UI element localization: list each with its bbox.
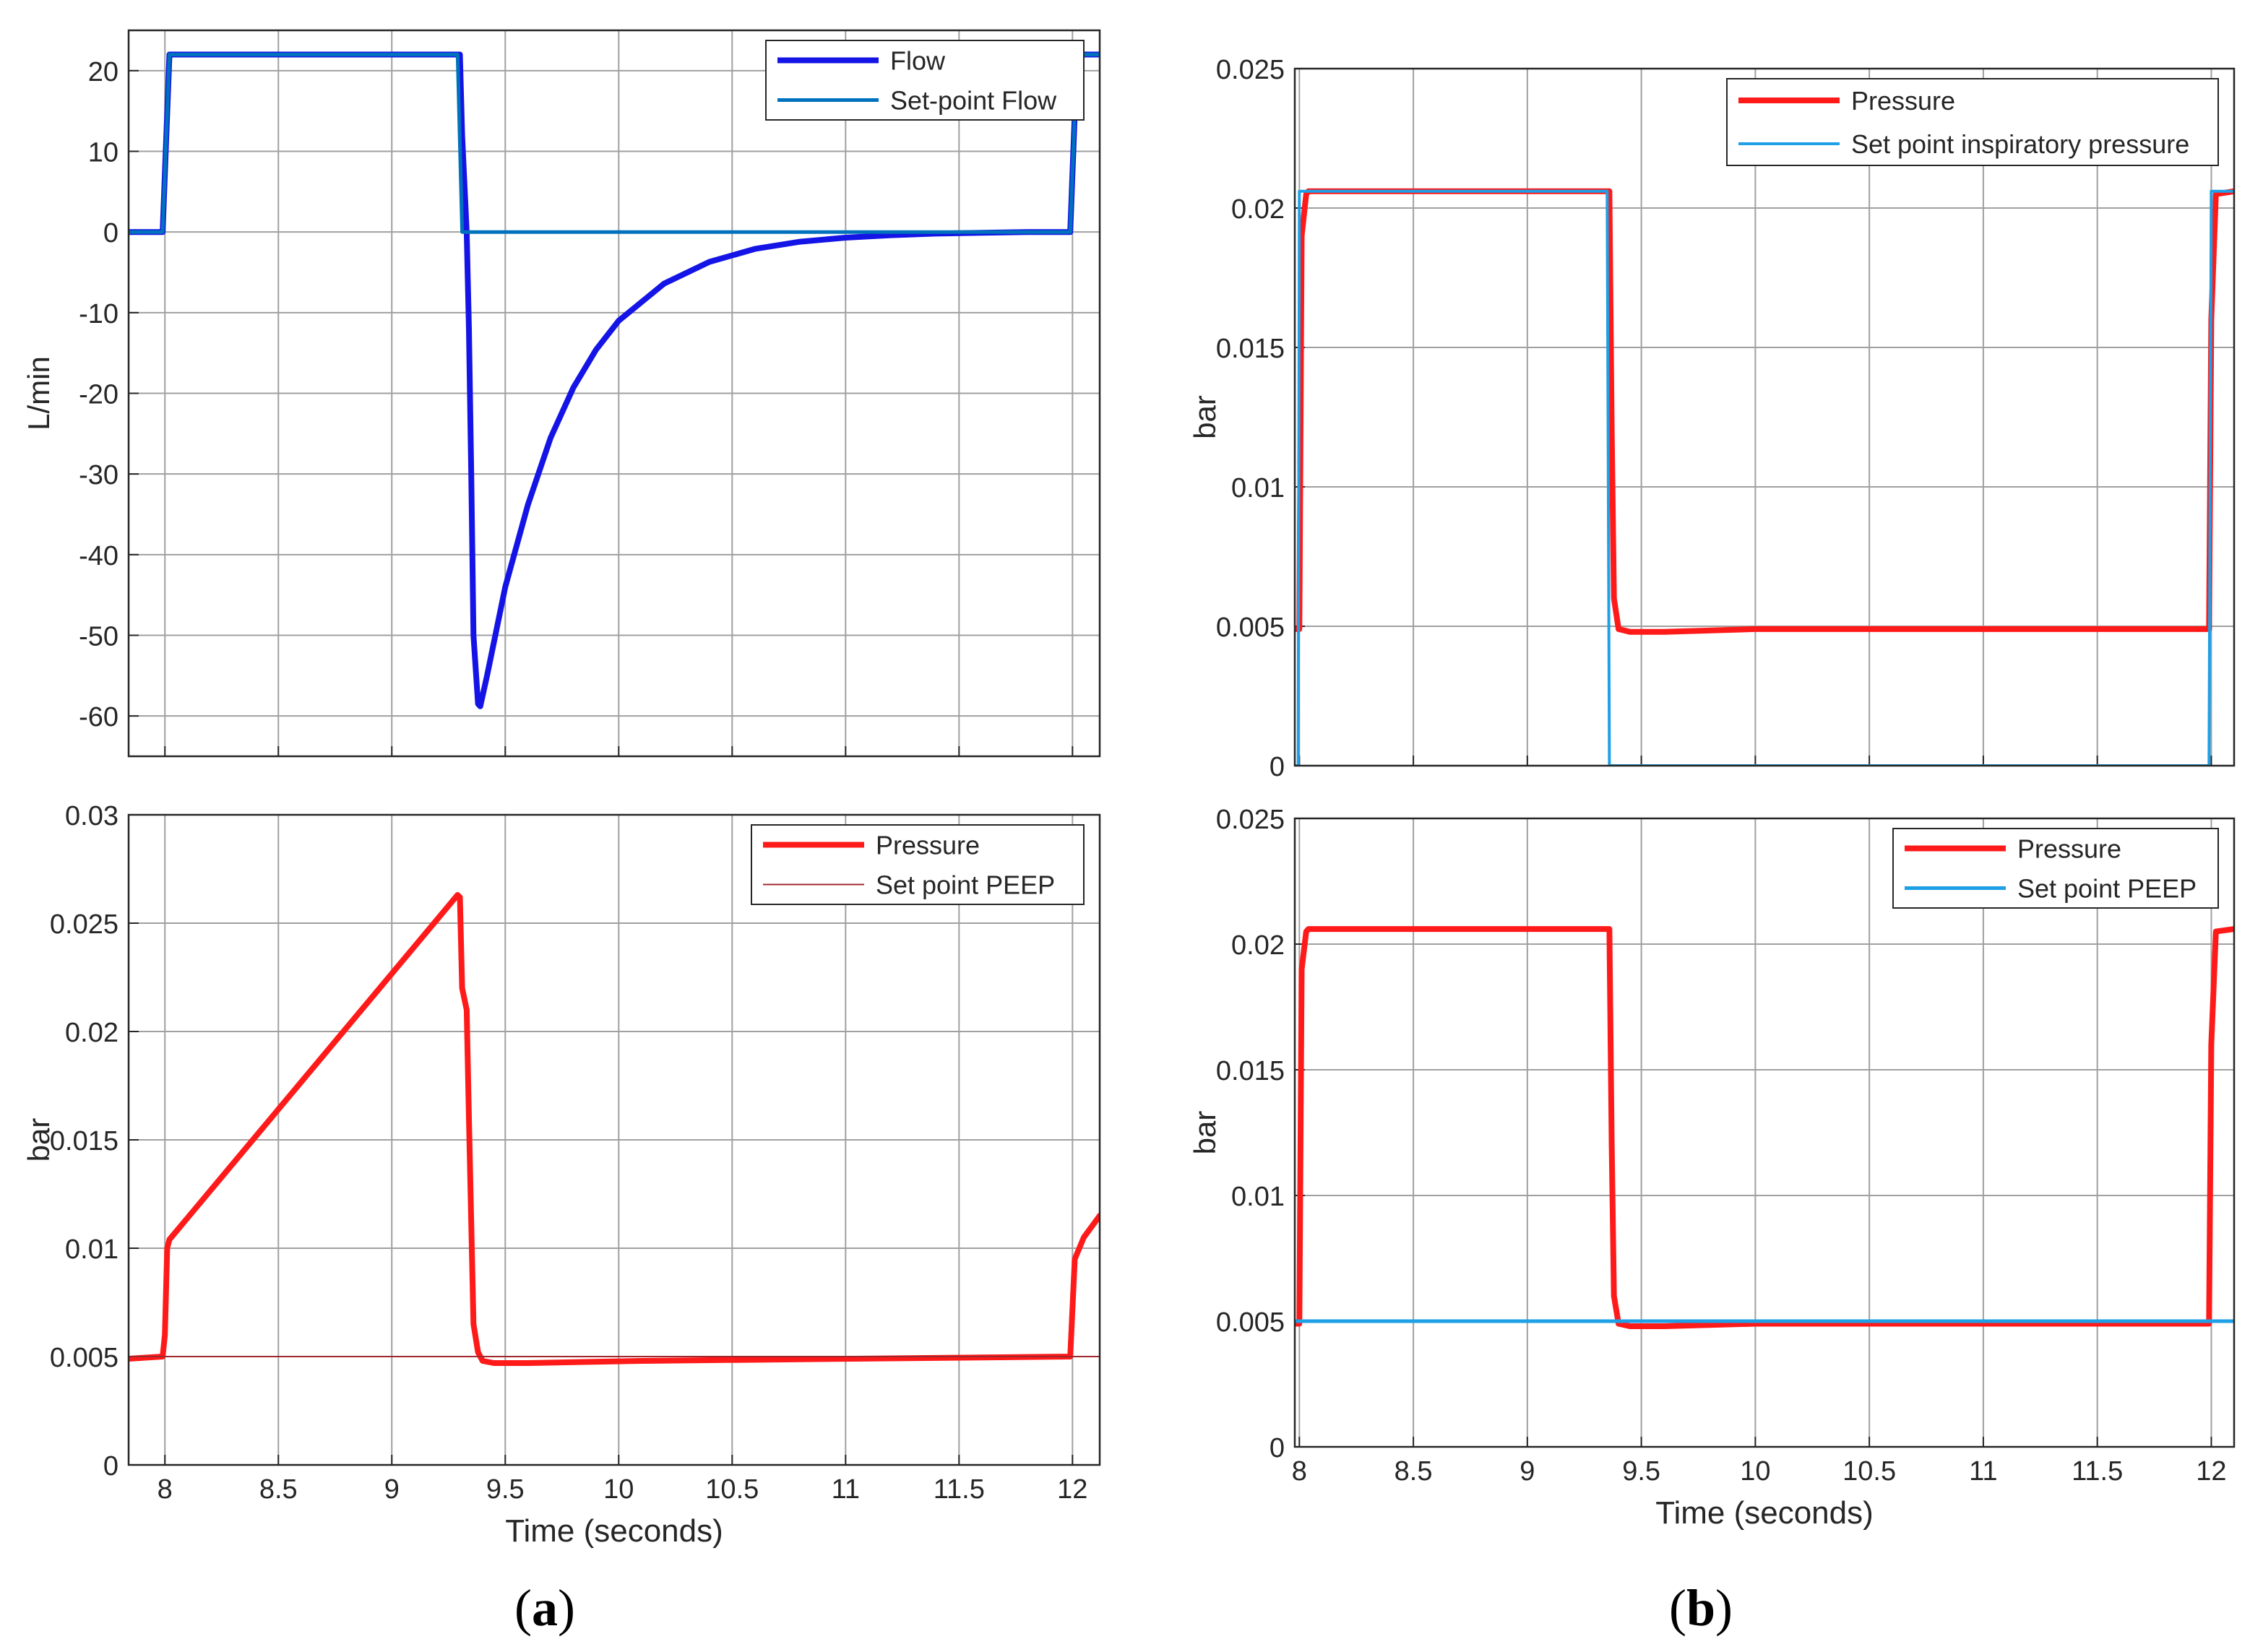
legend: Flow Set-point Flow	[765, 40, 1085, 121]
y-tick-label: 0.015	[50, 1126, 118, 1156]
y-tick-label: 0	[103, 1451, 118, 1482]
axes-box	[127, 29, 1101, 758]
plot-area	[1295, 69, 2234, 766]
legend: Pressure Set point inspiratory pressure	[1726, 78, 2219, 166]
y-tick-label: -20	[79, 380, 118, 410]
legend-label: Pressure	[1851, 86, 1955, 116]
legend-label: Pressure	[876, 831, 980, 860]
x-tick-label: 8.5	[1395, 1456, 1433, 1487]
legend-label: Flow	[890, 46, 946, 76]
legend-label: Set point inspiratory pressure	[1851, 129, 2189, 159]
x-tick-label: 9.5	[486, 1474, 525, 1505]
x-tick-label: 8.5	[259, 1474, 298, 1505]
y-axis-label: bar	[22, 1118, 56, 1162]
y-axis-label: bar	[1188, 1111, 1222, 1155]
y-tick-label: 0.01	[1231, 1182, 1285, 1212]
y-tick-label: 0	[1270, 752, 1285, 782]
legend-box	[765, 40, 1085, 121]
panel-label-b: (b)	[1669, 1579, 1733, 1637]
chart-a-pressure: 0 0.005 0.01 0.015 0.02 0.025 0.03 8 8.5 9 9.5 10 10…	[22, 801, 1101, 1549]
y-tick-label: -10	[79, 299, 118, 329]
x-tick-label: 10.5	[705, 1474, 759, 1505]
y-tick-label: -50	[79, 622, 118, 652]
x-tick-label: 10	[1740, 1456, 1770, 1487]
y-tick-label: 0.005	[1216, 1307, 1285, 1338]
axes-box	[1293, 67, 2236, 767]
plot-area	[1295, 818, 2234, 1447]
x-tick-label: 9	[1520, 1456, 1535, 1487]
y-tick-label: 0.005	[50, 1343, 118, 1373]
y-tick-label: 0.015	[1216, 334, 1285, 364]
axes-box	[127, 813, 1101, 1466]
legend: Pressure Set point PEEP	[1892, 828, 2219, 909]
x-axis-label: Time (seconds)	[505, 1513, 723, 1549]
chart-b-pressure-insp: 0 0.005 0.01 0.015 0.02 0.025 bar Pressure Set p…	[1188, 55, 2236, 782]
x-tick-label: 11	[832, 1474, 860, 1505]
y-tick-label: 0.03	[65, 801, 118, 831]
series-line-set-point-inspiratory-pressure	[1295, 189, 2234, 766]
y-tick-label: 0.025	[1216, 805, 1285, 835]
x-tick-label: 11	[1969, 1456, 1997, 1487]
axes-box	[1293, 817, 2236, 1448]
legend-label: Set point PEEP	[876, 870, 1055, 900]
y-tick-label: -40	[79, 541, 118, 571]
x-tick-label: 9.5	[1622, 1456, 1660, 1487]
legend-label: Set-point Flow	[890, 86, 1057, 116]
y-tick-label: 10	[88, 138, 118, 168]
x-tick-label: 8	[158, 1474, 173, 1505]
x-axis-label: Time (seconds)	[1655, 1495, 1874, 1531]
x-tick-label: 11.5	[2072, 1456, 2123, 1487]
y-tick-label: 0.025	[1216, 55, 1285, 85]
y-tick-label: 0	[103, 218, 118, 248]
y-tick-label: 0	[1270, 1433, 1285, 1463]
y-tick-label: 0.005	[1216, 613, 1285, 643]
legend-label: Pressure	[2017, 834, 2121, 864]
chart-a-flow: -60 -50 -40 -30 -20 -10 0 10 20 L/min Flow Set-poin…	[22, 29, 1101, 758]
y-axis-label: bar	[1188, 395, 1222, 439]
y-tick-label: 0.01	[1231, 473, 1285, 503]
x-tick-label: 10	[603, 1474, 634, 1505]
chart-b-pressure-peep: 0 0.005 0.01 0.015 0.02 0.025 8 8.5 9 9.5 10 10.5 11…	[1188, 805, 2236, 1531]
y-tick-label: -30	[79, 460, 118, 490]
x-tick-label: 10.5	[1842, 1456, 1896, 1487]
legend-box	[1726, 78, 2219, 166]
y-tick-label: 0.02	[1231, 194, 1285, 225]
y-tick-label: 20	[88, 57, 118, 87]
x-tick-label: 12	[2196, 1456, 2226, 1487]
y-tick-label: 0.015	[1216, 1056, 1285, 1086]
y-tick-label: 0.02	[65, 1018, 118, 1048]
x-tick-label: 12	[1057, 1474, 1087, 1505]
legend-box	[751, 824, 1085, 905]
y-axis-label: L/min	[22, 356, 56, 431]
y-tick-label: 0.025	[50, 909, 118, 940]
x-tick-label: 8	[1292, 1456, 1307, 1487]
legend-box	[1892, 828, 2219, 909]
x-tick-label: 11.5	[934, 1474, 985, 1505]
y-tick-label: 0.02	[1231, 930, 1285, 961]
y-tick-label: -60	[79, 702, 118, 732]
legend: Pressure Set point PEEP	[751, 824, 1085, 905]
x-tick-label: 9	[384, 1474, 400, 1505]
series-line-pressure	[1295, 926, 2234, 1329]
y-tick-label: 0.01	[65, 1234, 118, 1265]
legend-label: Set point PEEP	[2017, 874, 2197, 904]
panel-label-a: (a)	[514, 1579, 575, 1637]
